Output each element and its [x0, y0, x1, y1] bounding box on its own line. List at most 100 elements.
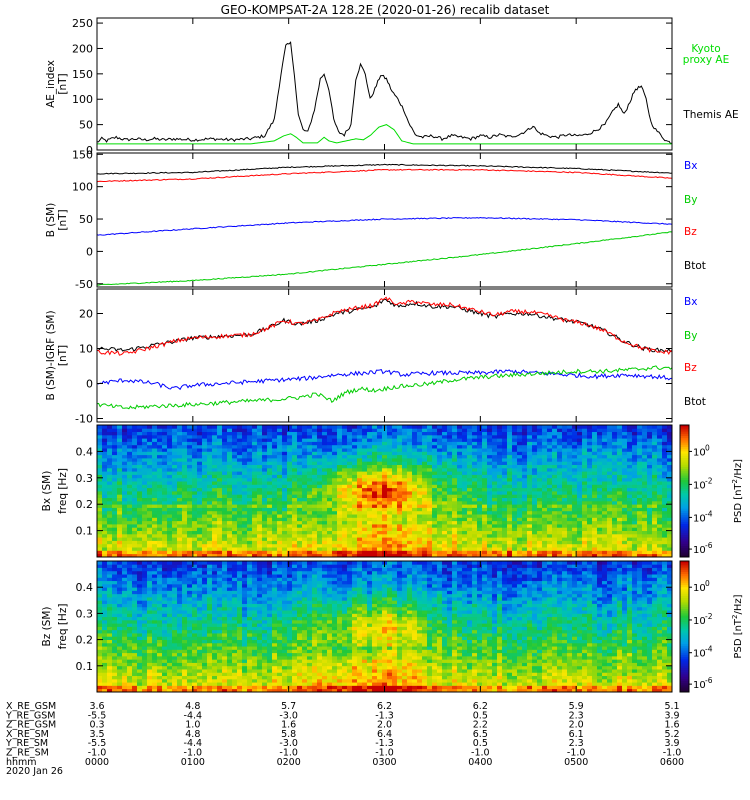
spectrogram-cell: [452, 520, 458, 525]
spectrogram-cell: [302, 474, 308, 479]
spectrogram-cell: [312, 431, 318, 436]
spectrogram-cell: [292, 477, 298, 482]
spectrogram-cell: [227, 520, 233, 525]
spectrogram-cell: [347, 537, 353, 541]
spectrogram-cell: [567, 553, 573, 558]
spectrogram-cell: [642, 524, 648, 528]
spectrogram-cell: [387, 454, 393, 459]
spectrogram-cell: [412, 461, 418, 465]
spectrogram-cell: [532, 484, 538, 489]
spectrogram-cell: [487, 507, 493, 512]
spectrogram-cell: [582, 431, 588, 436]
spectrogram-cell: [352, 487, 358, 492]
spectrogram-cell: [512, 547, 518, 551]
spectrogram-cell: [512, 527, 518, 531]
spectrogram-cell: [107, 603, 113, 608]
spectrogram-cell: [97, 570, 103, 575]
spectrogram-cell: [192, 540, 198, 545]
spectrogram-cell: [512, 550, 518, 555]
spectrogram-cell: [97, 665, 103, 670]
spectrogram-cell: [237, 524, 243, 528]
spectrogram-cell: [217, 484, 223, 489]
spectrogram-cell: [177, 507, 183, 512]
spectrogram-cell: [217, 474, 223, 479]
spectrogram-cell: [402, 520, 408, 525]
spectrogram-cell: [362, 520, 368, 525]
spectrogram-cell: [282, 550, 288, 555]
spectrogram-cell: [297, 448, 303, 452]
spectrogram-cell: [132, 467, 138, 472]
spectrogram-cell: [577, 533, 583, 538]
spectrogram-cell: [127, 550, 133, 555]
spectrogram-cell: [187, 477, 193, 482]
spectrogram-cell: [187, 537, 193, 541]
spectrogram-cell: [112, 500, 118, 505]
spectrogram-cell: [262, 434, 268, 439]
spectrogram-cell: [592, 514, 598, 518]
spectrogram-cell: [352, 504, 358, 508]
spectrogram-cell: [322, 434, 328, 439]
spectrogram-cell: [502, 540, 508, 545]
spectrogram-cell: [307, 444, 313, 449]
spectrogram-cell: [402, 510, 408, 515]
colorbar-segment: [680, 517, 689, 521]
spectrogram-cell: [277, 530, 283, 535]
spectrogram-cell: [407, 428, 413, 432]
spectrogram-cell: [402, 481, 408, 485]
spectrogram-cell: [482, 547, 488, 551]
spectrogram-cell: [592, 537, 598, 541]
spectrogram-cell: [297, 504, 303, 508]
spectrogram-cell: [452, 530, 458, 535]
spectrogram-cell: [327, 553, 333, 558]
spectrogram-cell: [582, 517, 588, 522]
y-tick-label: 100: [72, 181, 93, 194]
spectrogram-cell: [367, 533, 373, 538]
spectrogram-cell: [302, 441, 308, 446]
spectrogram-cell: [307, 530, 313, 535]
spectrogram-cell: [352, 461, 358, 465]
spectrogram-cell: [97, 537, 103, 541]
spectrogram-cell: [342, 481, 348, 485]
spectrogram-cell: [352, 448, 358, 452]
spectrogram-cell: [272, 491, 278, 495]
spectrogram-cell: [487, 537, 493, 541]
spectrogram-cell: [552, 458, 558, 462]
spectrogram-cell: [207, 434, 213, 439]
spectrogram-cell: [442, 504, 448, 508]
spectrogram-cell: [172, 520, 178, 525]
spectrogram-cell: [667, 533, 673, 538]
spectrogram-cell: [392, 547, 398, 551]
spectrogram-cell: [507, 487, 513, 492]
spectrogram-cell: [97, 649, 103, 654]
spectrogram-cell: [312, 520, 318, 525]
spectrogram-cell: [507, 524, 513, 528]
spectrogram-cell: [332, 543, 338, 548]
spectrogram-cell: [327, 491, 333, 495]
spectrogram-cell: [592, 481, 598, 485]
spectrogram-cell: [287, 504, 293, 508]
spectrogram-cell: [232, 444, 238, 449]
spectrogram-cell: [122, 553, 128, 558]
spectrogram-cell: [587, 474, 593, 479]
colorbar-tick-label: 10: [693, 513, 706, 524]
spectrogram-cell: [657, 510, 663, 515]
y-tick-label: 100: [72, 93, 93, 106]
spectrogram-cell: [622, 530, 628, 535]
spectrogram-cell: [612, 504, 618, 508]
spectrogram-cell: [102, 454, 108, 459]
spectrogram-cell: [467, 550, 473, 555]
spectrogram-cell: [532, 467, 538, 472]
spectrogram-cell: [362, 431, 368, 436]
spectrogram-cell: [572, 477, 578, 482]
spectrogram-cell: [652, 461, 658, 465]
spectrogram-cell: [607, 428, 613, 432]
spectrogram-cell: [152, 520, 158, 525]
spectrogram-cell: [317, 500, 323, 505]
spectrogram-cell: [112, 672, 118, 677]
spectrogram-cell: [227, 504, 233, 508]
spectrogram-cell: [397, 474, 403, 479]
spectrogram-cell: [387, 477, 393, 482]
spectrogram-cell: [597, 444, 603, 449]
spectrogram-cell: [607, 553, 613, 558]
spectrogram-cell: [437, 487, 443, 492]
